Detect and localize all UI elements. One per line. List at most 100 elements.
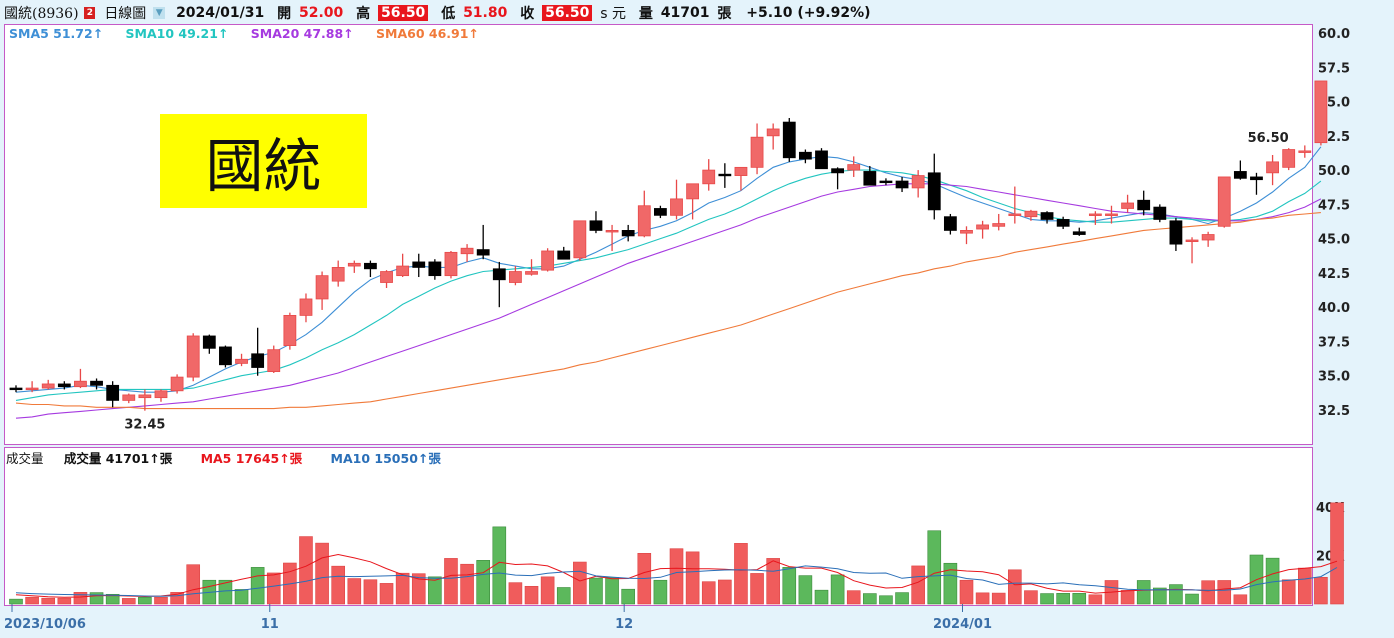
volume-bar [863,593,877,605]
volume-bar [315,542,329,605]
candle-body [927,172,941,211]
volume-bar [1298,567,1312,605]
volume-bar [1056,593,1070,605]
candle-body [557,250,571,260]
ma-line-sma5 [15,146,1322,393]
price-annotation: 56.50 [1248,131,1289,146]
price-axis-tick: 57.5 [1318,61,1350,76]
candle-body [1217,176,1231,227]
price-legend: SMA5 51.72↑ SMA10 49.21↑ SMA20 47.88↑ SM… [9,26,479,41]
volume-bar [621,588,635,605]
candle-body [702,169,716,185]
volume-bar [879,595,893,605]
volume-bar [9,598,23,605]
price-axis-tick: 40.0 [1318,301,1350,316]
candle-body [1121,202,1134,209]
price-axis-tick: 37.5 [1318,335,1350,350]
volume-bar [846,590,861,605]
volume-bar [41,597,56,605]
volume-bar [1008,569,1022,605]
candle-body [1008,213,1022,216]
candle-body [976,224,989,230]
candle-body [74,380,87,388]
candle-body [476,249,490,256]
volume-bar [266,572,281,605]
badge[interactable]: 2 [84,7,96,19]
volume-bar [556,587,571,605]
change-value: +5.10 (+9.92%) [746,5,871,21]
volume-panel[interactable] [4,447,1313,606]
candle-body [1233,171,1247,179]
volume-legend-ma5: MA5 17645↑張 [200,451,303,466]
volume-bar [589,577,603,605]
volume-bar [685,551,700,605]
quote-date: 2024/01/31 [176,5,265,21]
candle-body [251,353,265,368]
volume-bar [138,596,152,605]
volume-bar [750,573,764,605]
volume-bar [1217,580,1232,605]
candle-body [1105,213,1118,216]
volume-bar [1169,584,1183,605]
volume-bar [895,592,909,605]
volume-bar [428,576,442,605]
quote-header: 國統(8936) 2 日線圖 ▼ 2024/01/31 開 52.00 高 56… [4,3,871,23]
candle-body [235,358,248,364]
candle-body [1314,80,1328,144]
sma20-legend: SMA20 47.88↑ [250,26,354,41]
close-suffix: s 元 [600,6,627,22]
volume-bar [1233,594,1248,605]
candle-body [170,376,184,392]
volume-bar [782,567,797,605]
price-panel[interactable] [4,24,1313,445]
candle-body [621,230,635,237]
volume-bar [653,579,668,605]
candle-body [460,247,474,255]
volume-bar [460,563,474,605]
volume-bar [492,526,507,605]
volume-legend-ma10: MA10 15050↑張 [330,451,441,466]
volume-bar [927,530,942,605]
candle-body [444,251,458,277]
volume-bar [250,567,265,605]
candle-body [57,383,71,388]
volume-unit: 張 [717,6,732,22]
price-axis-tick: 50.0 [1318,164,1350,179]
candle-body [315,275,329,300]
low-value: 51.80 [463,5,508,21]
volume-bar [89,592,104,605]
candle-body [992,223,1006,227]
volume-bar [25,596,39,605]
x-axis-label: 2024/01 [933,617,992,632]
candle-body [1040,212,1054,220]
low-label: 低 [441,6,456,22]
volume-bar [524,585,539,605]
volume-bar [234,589,249,605]
candle-body [911,175,925,189]
chart-type-dropdown-icon[interactable]: ▼ [153,7,166,19]
volume-bar [1072,593,1087,605]
candle-body [1088,213,1102,216]
volume-ma-line-ma5 [15,553,1338,598]
candle-body [9,387,23,391]
volume-bar [363,579,378,605]
sma5-legend: SMA5 51.72↑ [9,26,104,41]
candle-body [267,349,281,373]
volume-bar [605,577,619,605]
price-axis-tick: 32.5 [1318,404,1350,419]
candle-body [41,383,55,389]
volume-bar [299,536,313,605]
volume-bar [105,593,120,605]
volume-bar [444,558,458,605]
candle-body [782,121,796,159]
volume-bar [766,558,780,605]
price-axis-tick: 45.0 [1318,233,1350,248]
volume-bar [991,592,1006,605]
volume-label: 量 [638,6,653,22]
candle-body [1153,206,1167,220]
open-value: 52.00 [298,5,344,21]
candle-body [283,315,297,346]
volume-bar [540,576,555,605]
volume-bar [347,578,362,605]
